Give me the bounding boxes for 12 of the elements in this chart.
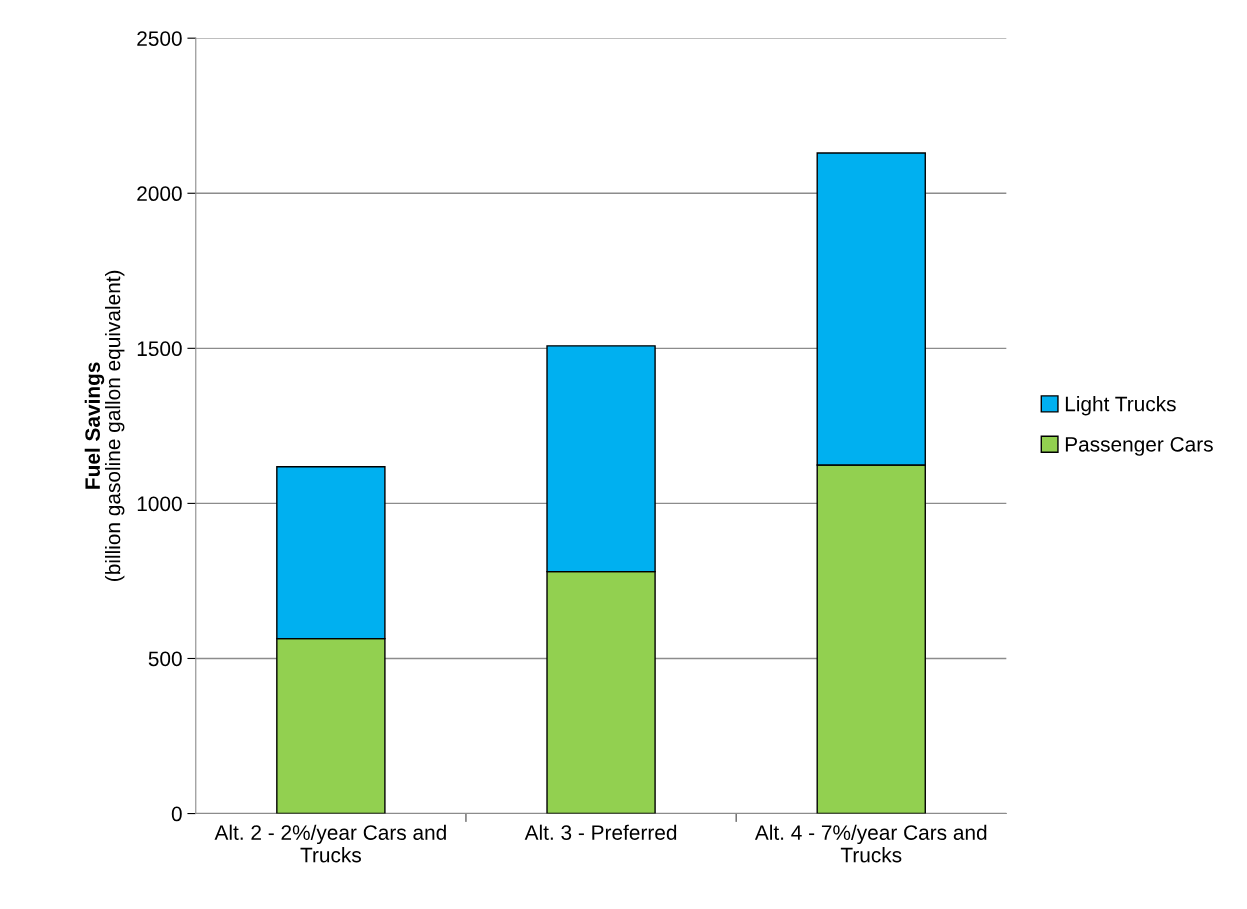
y-axis-title: Fuel Savings (billion gasoline gallon equivalent) (84, 270, 125, 581)
y-tick-label: 1000 (137, 496, 182, 512)
y-tick-label: 0 (171, 806, 182, 822)
y-tick-label: 2000 (137, 186, 182, 202)
y-tick-label: 500 (148, 651, 182, 667)
y-tick-label: 1500 (137, 341, 182, 357)
y-tick-label: 2500 (137, 31, 182, 46)
legend-label: Light Trucks (1065, 396, 1176, 416)
x-tick-label: Alt. 2 - 2%/year Cars and Trucks (214, 824, 446, 863)
legend-label: Passenger Cars (1065, 436, 1213, 456)
x-tick-label: Alt. 3 - Preferred (524, 824, 677, 840)
x-tick-label: Alt. 4 - 7%/year Cars and Trucks (754, 824, 987, 863)
